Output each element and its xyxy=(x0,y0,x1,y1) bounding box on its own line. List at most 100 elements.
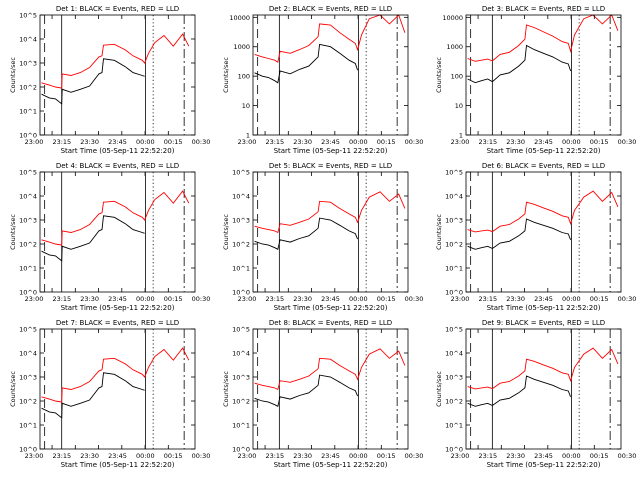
x-tick-label: 23:15 xyxy=(52,452,71,460)
y-tick-label: 10^0 xyxy=(232,446,250,454)
x-tick-label: 23:30 xyxy=(506,452,525,460)
y-tick-label: 10^3 xyxy=(445,374,463,382)
y-tick-label: 10^2 xyxy=(232,241,250,249)
x-tick-label: 23:45 xyxy=(108,452,127,460)
y-tick-label: 1000 xyxy=(233,43,250,51)
y-tick-label: 10^1 xyxy=(232,422,250,430)
panel-7: Det 7: BLACK = Events, RED = LLD Counts/s… xyxy=(9,319,210,469)
y-axis-label: Counts/sec xyxy=(435,371,443,407)
x-tick-label: 23:30 xyxy=(80,452,99,460)
plot-frame xyxy=(252,14,409,136)
y-tick-label: 10^2 xyxy=(232,398,250,406)
x-tick-label: 23:15 xyxy=(265,138,284,146)
y-tick-label: 10^4 xyxy=(232,350,250,358)
y-tick-label: 10^4 xyxy=(19,36,37,44)
y-axis-label: Counts/sec xyxy=(435,57,443,93)
panel-5: Det 5: BLACK = Events, RED = LLD Counts/s… xyxy=(222,162,423,312)
x-tick-label: 23:45 xyxy=(534,138,553,146)
x-tick-label: 00:00 xyxy=(562,138,581,146)
lld-line xyxy=(41,347,190,403)
panel-6: Det 6: BLACK = Events, RED = LLD Counts/s… xyxy=(435,162,636,312)
x-tick-label: 23:45 xyxy=(108,295,127,303)
x-tick-label: 00:00 xyxy=(136,452,155,460)
panel-title: Det 9: BLACK = Events, RED = LLD xyxy=(482,319,605,327)
y-tick-label: 10^3 xyxy=(445,217,463,225)
y-tick-label: 10^4 xyxy=(19,350,37,358)
x-axis-label: Start Time (05-Sep-11 22:52:20) xyxy=(487,147,601,155)
x-tick-label: 00:00 xyxy=(136,138,155,146)
y-tick-label: 100 xyxy=(238,73,250,81)
panel-title: Det 3: BLACK = Events, RED = LLD xyxy=(482,5,605,13)
x-tick-label: 23:30 xyxy=(293,138,312,146)
y-axis-label: Counts/sec xyxy=(9,57,17,93)
events-line xyxy=(467,375,572,407)
y-tick-label: 10000 xyxy=(229,14,250,22)
y-tick-label: 10^3 xyxy=(232,374,250,382)
y-axis-label: Counts/sec xyxy=(435,214,443,250)
panel-title: Det 6: BLACK = Events, RED = LLD xyxy=(482,162,605,170)
panel-title: Det 8: BLACK = Events, RED = LLD xyxy=(269,319,392,327)
y-tick-label: 10^2 xyxy=(19,84,37,92)
x-tick-label: 23:00 xyxy=(25,138,44,146)
x-axis-label: Start Time (05-Sep-11 22:52:20) xyxy=(487,461,601,469)
lld-line xyxy=(467,347,619,390)
panel-title: Det 4: BLACK = Events, RED = LLD xyxy=(56,162,179,170)
y-tick-label: 10^1 xyxy=(445,422,463,430)
panel-2: Det 2: BLACK = Events, RED = LLD Counts/s… xyxy=(222,5,423,155)
x-tick-label: 23:15 xyxy=(478,452,497,460)
y-tick-label: 10^5 xyxy=(445,326,463,334)
plot-frame xyxy=(39,328,196,450)
y-tick-label: 10^2 xyxy=(445,398,463,406)
x-tick-label: 23:45 xyxy=(321,452,340,460)
y-tick-label: 10^1 xyxy=(19,108,37,116)
events-line xyxy=(41,58,145,105)
panel-3: Det 3: BLACK = Events, RED = LLD Counts/s… xyxy=(435,5,636,155)
x-tick-label: 23:00 xyxy=(451,295,470,303)
x-tick-label: 23:00 xyxy=(25,295,44,303)
x-tick-label: 00:30 xyxy=(192,452,211,460)
x-axis-label: Start Time (05-Sep-11 22:52:20) xyxy=(61,461,175,469)
x-tick-label: 23:15 xyxy=(52,295,71,303)
y-tick-label: 10^4 xyxy=(19,193,37,201)
events-line xyxy=(467,218,572,250)
y-tick-label: 10^2 xyxy=(19,398,37,406)
x-tick-label: 23:15 xyxy=(265,295,284,303)
y-tick-label: 10^0 xyxy=(19,446,37,454)
y-tick-label: 10^0 xyxy=(232,289,250,297)
lld-line xyxy=(41,33,190,89)
x-tick-label: 00:15 xyxy=(377,295,396,303)
y-tick-label: 10^1 xyxy=(232,265,250,273)
y-tick-label: 10^1 xyxy=(19,422,37,430)
y-tick-label: 10^0 xyxy=(19,289,37,297)
x-tick-label: 00:15 xyxy=(164,295,183,303)
x-tick-label: 00:30 xyxy=(405,452,424,460)
plot-frame xyxy=(465,14,622,136)
y-axis-label: Counts/sec xyxy=(222,57,230,93)
x-axis-label: Start Time (05-Sep-11 22:52:20) xyxy=(61,147,175,155)
x-tick-label: 00:15 xyxy=(164,452,183,460)
y-tick-label: 10^1 xyxy=(445,265,463,273)
lld-line xyxy=(467,14,619,62)
x-tick-label: 00:15 xyxy=(590,295,609,303)
x-tick-label: 23:00 xyxy=(238,138,257,146)
x-tick-label: 23:00 xyxy=(238,452,257,460)
panel-title: Det 2: BLACK = Events, RED = LLD xyxy=(269,5,392,13)
y-tick-label: 100 xyxy=(451,73,463,81)
x-tick-label: 00:30 xyxy=(405,295,424,303)
y-tick-label: 10^5 xyxy=(19,169,37,177)
x-tick-label: 23:00 xyxy=(451,452,470,460)
lld-line xyxy=(254,14,406,63)
y-tick-label: 10^4 xyxy=(445,193,463,201)
panel-9: Det 9: BLACK = Events, RED = LLD Counts/s… xyxy=(435,319,636,469)
y-axis-label: Counts/sec xyxy=(222,214,230,250)
x-tick-label: 00:00 xyxy=(349,452,368,460)
y-tick-label: 10^5 xyxy=(19,326,37,334)
y-tick-label: 1000 xyxy=(446,43,463,51)
plot-frame xyxy=(252,328,409,450)
plot-frame xyxy=(252,171,409,293)
x-tick-label: 00:00 xyxy=(562,452,581,460)
plot-frame xyxy=(39,171,196,293)
x-tick-label: 23:00 xyxy=(451,138,470,146)
y-tick-label: 10^5 xyxy=(19,12,37,20)
x-tick-label: 00:00 xyxy=(349,295,368,303)
